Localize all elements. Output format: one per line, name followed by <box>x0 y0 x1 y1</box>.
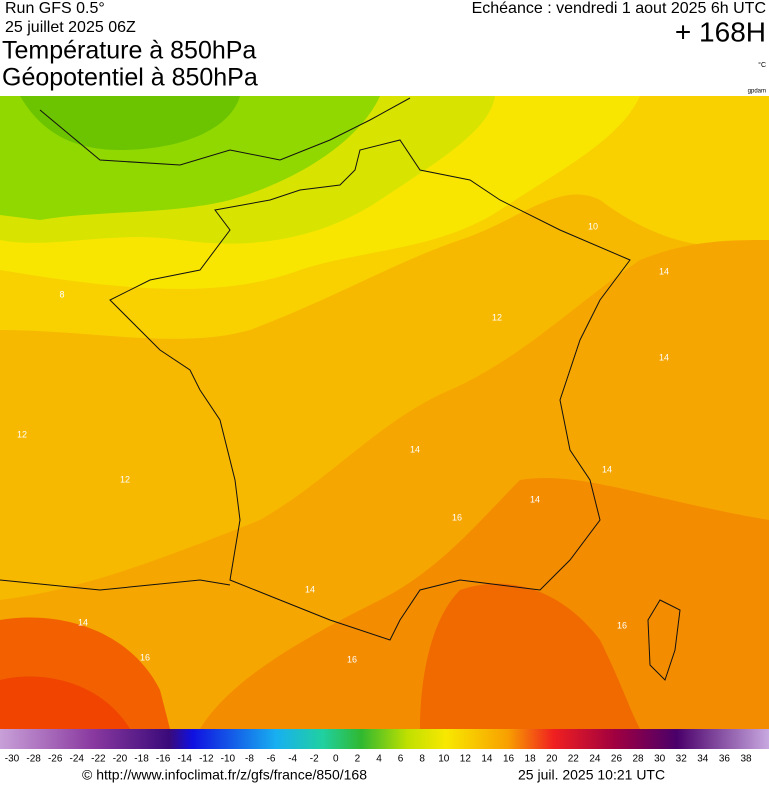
corsica <box>647 599 681 681</box>
scale-label: -4 <box>288 754 297 765</box>
zone <box>420 583 640 729</box>
scale-label: -14 <box>177 754 192 765</box>
scale-label: 12 <box>460 754 472 765</box>
scale-label: -6 <box>267 754 276 765</box>
scale-label: -28 <box>26 754 41 765</box>
scale-label: 32 <box>676 754 688 765</box>
contour-label: 14 <box>410 444 420 454</box>
contour-label: 14 <box>659 266 669 276</box>
credit: gpdam <box>748 89 766 95</box>
contour-label: 14 <box>659 352 669 362</box>
scale-label: 20 <box>546 754 558 765</box>
coastline <box>109 139 631 641</box>
contour-label: 14 <box>530 494 540 504</box>
run-date: 25 juillet 2025 06Z <box>5 19 136 36</box>
uk-coast <box>39 97 411 166</box>
scale-label: -18 <box>134 754 149 765</box>
title-geopotential: Géopotentiel à 850hPa <box>2 64 258 92</box>
scale-label: -22 <box>91 754 106 765</box>
scale-label: 14 <box>481 754 493 765</box>
scale-label: 4 <box>376 754 382 765</box>
scale-label: 2 <box>355 754 361 765</box>
scale-label: 38 <box>740 754 752 765</box>
scale-label: -12 <box>199 754 214 765</box>
zone <box>0 676 130 729</box>
contour-label: 14 <box>78 617 88 627</box>
title-temperature: Température à 850hPa <box>2 37 256 65</box>
scale-label: 16 <box>503 754 515 765</box>
contour-label: 12 <box>120 474 130 484</box>
scale-label: -20 <box>113 754 128 765</box>
scale-label: 30 <box>654 754 666 765</box>
scale-label: -8 <box>245 754 254 765</box>
contour-label: 12 <box>492 312 502 322</box>
scale-label: 8 <box>419 754 425 765</box>
run: Run GFS 0.5° <box>5 0 105 17</box>
forecast: Echéance : vendredi 1 aout 2025 6h UTC <box>472 0 766 17</box>
scale-label: 22 <box>568 754 580 765</box>
scale-label: 36 <box>719 754 731 765</box>
source-url: © http://www.infoclimat.fr/z/gfs/france/… <box>82 767 367 783</box>
contour-label: 16 <box>617 620 627 630</box>
scale-label: 18 <box>525 754 537 765</box>
scale-label: 26 <box>611 754 623 765</box>
map: 8 10 12 12 12 14 14 14 14 14 14 14 16 16 16 16 <box>0 96 769 729</box>
scale-label: 24 <box>589 754 601 765</box>
contour-label: 14 <box>305 584 315 594</box>
scale-label: -24 <box>70 754 85 765</box>
scale-label: 28 <box>632 754 644 765</box>
contour-label: 16 <box>140 652 150 662</box>
scale-label: -2 <box>310 754 319 765</box>
zone <box>20 96 240 150</box>
contour-label: 10 <box>588 221 598 231</box>
scale-label: -16 <box>156 754 171 765</box>
scale-label: 0 <box>333 754 339 765</box>
color-scale <box>0 729 769 749</box>
scale-label: -26 <box>48 754 63 765</box>
contour-label: 12 <box>17 429 27 439</box>
scale-label: 6 <box>398 754 404 765</box>
scale-label: 10 <box>438 754 450 765</box>
scale-label: -10 <box>221 754 236 765</box>
lead-time: + 168H <box>675 16 766 47</box>
contour-label: 14 <box>602 464 612 474</box>
scale-label: 34 <box>697 754 709 765</box>
scale-label: -30 <box>5 754 20 765</box>
contour-label: 16 <box>452 512 462 522</box>
unit: °C <box>758 61 766 69</box>
spain-coast <box>0 579 231 591</box>
contour-label: 16 <box>347 654 357 664</box>
timestamp: 25 juil. 2025 10:21 UTC <box>518 767 665 783</box>
contour-label: 8 <box>59 289 64 299</box>
